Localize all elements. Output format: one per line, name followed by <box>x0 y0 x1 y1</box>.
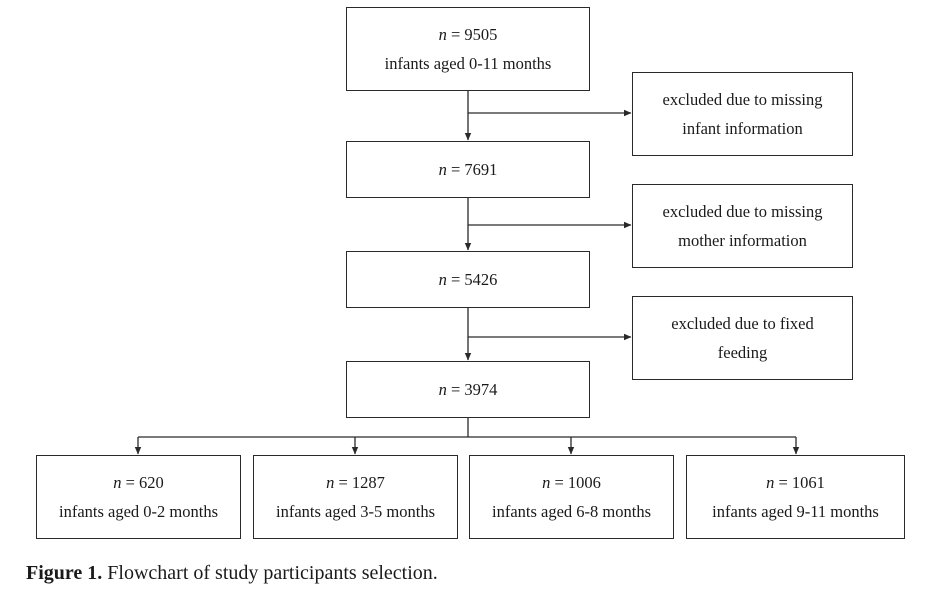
group-description: infants aged 9-11 months <box>712 502 879 521</box>
group-0-2-months: n = 620 infants aged 0-2 months <box>36 455 241 539</box>
node-count: n = 3974 <box>438 380 498 399</box>
exclusion-fixed-feeding: excluded due to fixed feeding <box>632 296 853 380</box>
group-description: infants aged 3-5 months <box>275 502 435 521</box>
group-6-8-months: n = 1006 infants aged 6-8 months <box>469 455 674 539</box>
exclusion-text-line: excluded due to fixed <box>671 314 814 333</box>
exclusion-text-line: excluded due to missing <box>662 202 823 221</box>
node-all-infants: n = 9505 infants aged 0-11 months <box>346 7 590 91</box>
group-description: infants aged 0-2 months <box>58 502 218 521</box>
figure-label: Figure 1. <box>26 562 103 584</box>
group-9-11-months: n = 1061 infants aged 9-11 months <box>686 455 905 539</box>
exclusion-text-line: feeding <box>717 343 768 362</box>
node-after-infant-exclusion: n = 7691 <box>346 141 590 198</box>
node-count: n = 5426 <box>438 270 498 289</box>
figure-caption: Figure 1. Flowchart of study participant… <box>26 562 438 585</box>
node-count: n = 9505 <box>438 25 498 44</box>
figure-caption-text: Flowchart of study participants selectio… <box>102 562 438 584</box>
node-final-sample: n = 3974 <box>346 361 590 418</box>
node-description: infants aged 0-11 months <box>384 54 552 73</box>
exclusion-text-line: excluded due to missing <box>662 90 823 109</box>
group-3-5-months: n = 1287 infants aged 3-5 months <box>253 455 458 539</box>
exclusion-missing-infant-info: excluded due to missing infant informati… <box>632 72 853 156</box>
exclusion-text-line: mother information <box>678 231 807 250</box>
exclusion-text-line: infant information <box>682 119 803 138</box>
group-count: n = 1006 <box>542 473 601 492</box>
group-count: n = 620 <box>113 473 164 492</box>
group-count: n = 1287 <box>326 473 385 492</box>
group-count: n = 1061 <box>766 473 825 492</box>
node-count: n = 7691 <box>438 160 498 179</box>
group-description: infants aged 6-8 months <box>491 502 651 521</box>
node-after-mother-exclusion: n = 5426 <box>346 251 590 308</box>
exclusion-missing-mother-info: excluded due to missing mother informati… <box>632 184 853 268</box>
